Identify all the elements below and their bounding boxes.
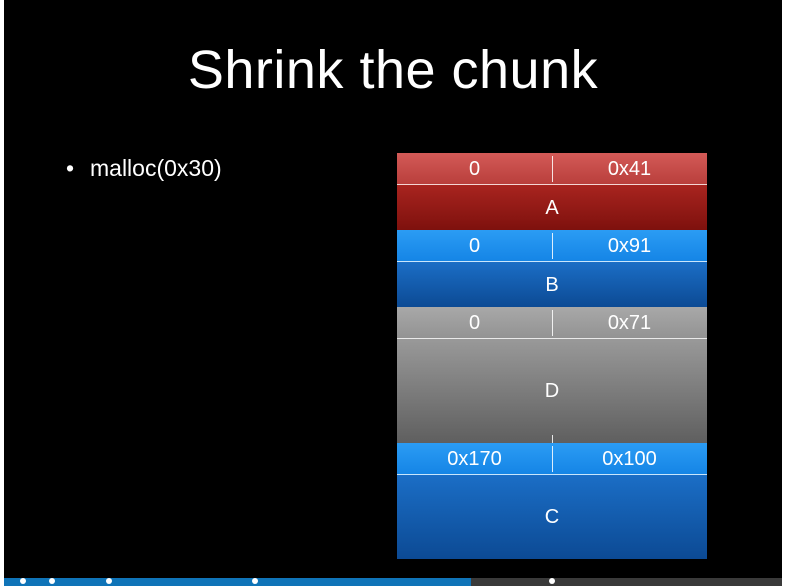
chunk-c-label: C [544, 506, 560, 528]
chunk-d-label: D [544, 380, 560, 402]
chunk-d-header: 0 0x71 [397, 307, 707, 339]
chunk-d-body: D [397, 339, 707, 443]
chunk-d-tick [552, 435, 553, 443]
chunk-b-label: B [545, 273, 559, 296]
chunk-a-label: A [545, 196, 559, 219]
heap-chunks-diagram: 0 0x41 A 0 0x91 B 0 0x71 D 0x170 0 [397, 153, 707, 559]
chunk-d-prev-size: 0 [468, 311, 481, 334]
chunk-b-body: B [397, 262, 707, 307]
chunk-b-header: 0 0x91 [397, 230, 707, 262]
chunk-a-header: 0 0x41 [397, 153, 707, 185]
chunk-a-divider [552, 156, 553, 182]
chunk-a-body: A [397, 185, 707, 230]
slide-title: Shrink the chunk [187, 40, 599, 100]
progress-marker-5[interactable] [549, 578, 555, 584]
chunk-c-size: 0x100 [602, 447, 657, 470]
bullet-item: • malloc(0x30) [66, 152, 222, 184]
slide-progress-bar[interactable] [4, 578, 782, 586]
chunk-d-size: 0x71 [607, 311, 652, 334]
chunk-b-size: 0x91 [607, 234, 652, 257]
chunk-c-prev-size: 0x170 [447, 447, 502, 470]
chunk-b-prev-size: 0 [468, 234, 481, 257]
progress-marker-1[interactable] [20, 578, 26, 584]
slide-progress-fill [4, 578, 471, 586]
progress-marker-3[interactable] [106, 578, 112, 584]
chunk-c-divider [552, 446, 553, 472]
chunk-d-divider [552, 310, 553, 336]
progress-marker-4[interactable] [252, 578, 258, 584]
chunk-b-divider [552, 233, 553, 259]
slide: Shrink the chunk • malloc(0x30) 0 0x41 A … [4, 0, 782, 578]
bullet-text: malloc(0x30) [90, 155, 222, 181]
chunk-c-header: 0x170 0x100 [397, 443, 707, 475]
chunk-a-prev-size: 0 [468, 157, 481, 180]
bullet-dot-icon: • [66, 155, 75, 181]
progress-marker-2[interactable] [49, 578, 55, 584]
chunk-c-body: C [397, 475, 707, 559]
chunk-a-size: 0x41 [607, 157, 652, 180]
